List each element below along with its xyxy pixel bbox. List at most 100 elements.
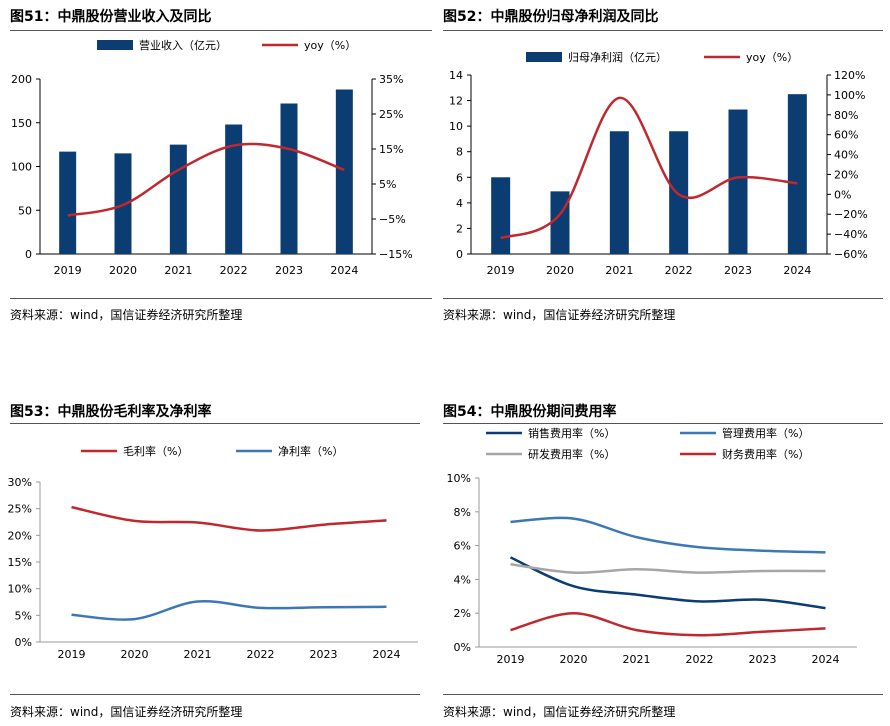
figure-52-source: 资料来源：wind，国信证券经济研究所整理	[443, 308, 676, 322]
bar	[491, 177, 511, 254]
x-tick-label: 2024	[812, 653, 840, 666]
x-tick-label: 2021	[623, 653, 651, 666]
y-tick-label-left: 6	[456, 171, 463, 184]
figure-52-chart: 0 2 4 6 8 10 12 14 −60% −40% −20% 0% 20% 40% 60% 80% 100…	[449, 50, 868, 277]
x-tick-label: 2023	[275, 264, 303, 277]
legend-label: 财务费用率（%）	[722, 447, 809, 461]
x-tick-label: 2023	[749, 653, 777, 666]
legend-label-bar: 营业收入（亿元）	[139, 38, 227, 52]
x-tick-label: 2024	[373, 648, 401, 661]
figure-51-source: 资料来源：wind，国信证券经济研究所整理	[10, 308, 243, 322]
yoy-line	[67, 142, 345, 217]
figure-53-top-rule	[10, 423, 420, 424]
figure-54-top-rule	[443, 423, 883, 424]
x-tick-label: 2020	[546, 264, 574, 277]
y-tick-label-right: 40%	[834, 149, 858, 162]
x-tick-label: 2020	[121, 648, 149, 661]
y-tick-label: 30%	[8, 476, 32, 489]
y-tick-label: 20%	[8, 529, 32, 542]
x-tick-label: 2022	[220, 264, 248, 277]
y-tick-label-right: 35%	[379, 73, 403, 86]
x-tick-label: 2019	[487, 264, 515, 277]
y-tick-label-left: 0	[456, 248, 463, 261]
bar	[787, 94, 807, 254]
bar	[550, 191, 570, 254]
legend-label-line: yoy（%）	[746, 51, 798, 64]
figure-53-source: 资料来源：wind，国信证券经济研究所整理	[10, 705, 243, 719]
x-tick-label: 2021	[164, 264, 192, 277]
y-tick-label: 10%	[8, 583, 32, 596]
x-tick-label: 2020	[560, 653, 588, 666]
yoy-line	[500, 96, 798, 240]
figure-51-bottom-rule	[10, 298, 432, 299]
x-tick-label: 2024	[783, 264, 811, 277]
bar	[335, 89, 353, 254]
y-tick-label-right: 100%	[834, 89, 865, 102]
series-line	[71, 505, 387, 532]
figure-52-bottom-rule	[443, 298, 883, 299]
y-tick-label: 4%	[454, 573, 471, 586]
y-tick-label-right: 25%	[379, 108, 403, 121]
x-tick-label: 2022	[665, 264, 693, 277]
series-line	[510, 516, 826, 554]
figure-51-top-rule	[10, 30, 432, 31]
y-tick-label-right: 120%	[834, 69, 865, 82]
figure-53-title: 图53：中鼎股份毛利率及净利率	[10, 404, 212, 420]
bar	[728, 109, 748, 255]
legend-label: 研发费用率（%）	[528, 447, 615, 461]
y-tick-label-left: 2	[456, 222, 463, 235]
figure-53-bottom-rule	[10, 694, 420, 695]
x-tick-label: 2024	[330, 264, 358, 277]
y-tick-label: 10%	[447, 472, 471, 485]
y-tick-label: 0%	[454, 641, 471, 654]
bar	[609, 131, 629, 254]
bar	[669, 131, 689, 254]
x-tick-label: 2022	[686, 653, 714, 666]
x-tick-label: 2021	[184, 648, 212, 661]
x-tick-label: 2023	[724, 264, 752, 277]
bar	[169, 144, 187, 254]
x-tick-label: 2022	[247, 648, 275, 661]
legend-label-line: yoy（%）	[304, 39, 356, 52]
y-tick-label-left: 100	[11, 161, 32, 174]
legend-label: 管理费用率（%）	[722, 426, 809, 440]
x-tick-label: 2020	[109, 264, 137, 277]
figure-52-title: 图52：中鼎股份归母净利润及同比	[443, 9, 659, 25]
bar	[280, 103, 298, 254]
y-tick-label-left: 200	[11, 73, 32, 86]
y-tick-label: 8%	[454, 506, 471, 519]
y-tick-label-left: 14	[449, 69, 463, 82]
y-tick-label-right: −5%	[379, 213, 406, 226]
y-tick-label-right: 60%	[834, 129, 858, 142]
legend-swatch-bar	[526, 52, 562, 62]
x-tick-label: 2019	[58, 648, 86, 661]
series-line	[510, 562, 826, 574]
series-line	[510, 611, 826, 637]
legend-label: 销售费用率（%）	[528, 426, 615, 440]
y-tick-label: 5%	[15, 609, 32, 622]
bar	[59, 151, 77, 254]
figure-53-chart: 0% 5% 10% 15% 20% 25% 30% 2019 2020 2021 2022 2023 2…	[8, 444, 418, 661]
legend-label-bar: 归母净利润（亿元）	[568, 50, 667, 64]
y-tick-label-right: −20%	[834, 208, 868, 221]
figure-54-chart: 0% 2% 4% 6% 8% 10% 2019 2020 2021 2022 2023 2024 销售费…	[447, 426, 857, 666]
figure-52-top-rule	[443, 30, 883, 31]
x-tick-label: 2023	[310, 648, 338, 661]
legend-label: 净利率（%）	[278, 444, 343, 458]
x-tick-label: 2021	[605, 264, 633, 277]
y-tick-label: 2%	[454, 607, 471, 620]
y-tick-label-right: 80%	[834, 109, 858, 122]
y-tick-label: 25%	[8, 503, 32, 516]
y-tick-label-left: 12	[449, 95, 463, 108]
figure-51-chart: 0 50 100 150 200 −15% −5% 5% 15% 25% 35% 2019 2020 20…	[11, 38, 413, 277]
legend-swatch-bar	[97, 40, 133, 50]
y-tick-label-right: 15%	[379, 143, 403, 156]
legend-label: 毛利率（%）	[123, 444, 188, 458]
y-tick-label-right: −15%	[379, 248, 413, 261]
series-line	[71, 599, 387, 621]
bar	[225, 124, 243, 254]
y-tick-label-left: 8	[456, 146, 463, 159]
y-tick-label: 6%	[454, 540, 471, 553]
y-tick-label: 15%	[8, 556, 32, 569]
